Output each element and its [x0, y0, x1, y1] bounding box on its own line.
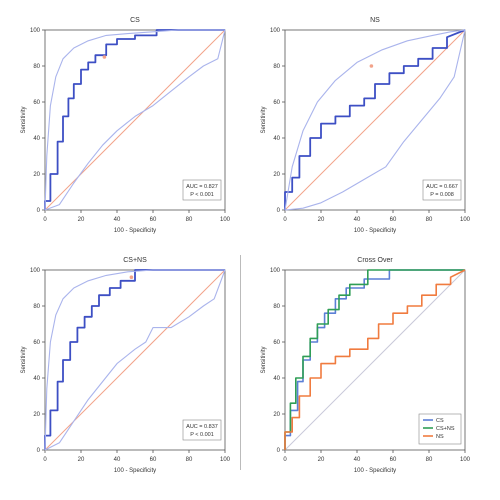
ci-upper-curve: [44, 269, 225, 451]
ci-upper-curve: [44, 29, 225, 211]
chart-panel-4: 0 20 40 60 80 100 0 20 40 60 80 100 Cross Over 100 - …: [261, 257, 471, 474]
x-tick-label: 0: [43, 457, 47, 463]
y-tick-label: 80: [33, 64, 40, 70]
y-tick-label: 80: [273, 64, 280, 70]
plot-frame: [284, 29, 466, 211]
x-tick-label: 60: [390, 217, 397, 223]
x-tick-label: 20: [78, 217, 85, 223]
ci-lower-curve: [284, 29, 466, 211]
x-tick-label: 60: [150, 457, 157, 463]
y-tick-label: 100: [30, 268, 41, 274]
legend-label: CS: [436, 418, 444, 424]
x-tick-label: 80: [426, 217, 433, 223]
annotation-text: P < 0.001: [190, 192, 214, 198]
x-axis-label: 100 - Specificity: [354, 468, 396, 474]
y-tick-label: 20: [33, 172, 40, 178]
optimal-cutoff-point: [369, 64, 374, 68]
optimal-cutoff-point: [129, 275, 134, 280]
ci-lower-curve: [44, 269, 226, 451]
legend-label: CS+NS: [436, 426, 455, 432]
ci-upper-curve: [284, 29, 466, 211]
x-axis-label: 100 - Specificity: [114, 468, 156, 474]
x-tick-label: 40: [354, 217, 361, 223]
x-tick-label: 0: [43, 217, 47, 223]
x-tick-label: 100: [220, 217, 231, 223]
y-tick-label: 0: [37, 208, 41, 214]
y-tick-label: 60: [273, 100, 280, 106]
series-line-cs-ns: [284, 269, 465, 450]
chart-panel-1: 0 20 40 60 80 100 0 20 40 60 80 100 CS 100 - Specific…: [21, 17, 231, 234]
x-tick-label: 60: [390, 457, 397, 463]
x-tick-label: 20: [318, 217, 325, 223]
annotation-text: P = 0.008: [430, 192, 454, 198]
ci-lower-curve: [44, 29, 226, 211]
y-tick-label: 80: [33, 304, 40, 310]
annotation-box: [422, 179, 462, 201]
x-axis-label: 100 - Specificity: [114, 228, 156, 234]
annotation-text: AUC = 0.827: [186, 184, 218, 190]
x-tick-label: 100: [460, 457, 471, 463]
y-tick-label: 0: [37, 448, 41, 454]
y-axis-label: Sensitivity: [261, 346, 267, 373]
reference-diagonal: [44, 29, 226, 211]
chart-title: CS: [130, 17, 140, 24]
chart-panel-2: 0 20 40 60 80 100 0 20 40 60 80 100 NS 100 - Specific…: [261, 17, 471, 234]
x-tick-label: 40: [354, 457, 361, 463]
y-tick-label: 0: [277, 448, 281, 454]
chart-title: NS: [370, 17, 380, 24]
reference-diagonal: [284, 269, 466, 451]
optimal-cutoff-point: [102, 55, 107, 59]
annotation-box: [182, 179, 222, 201]
y-tick-label: 100: [270, 28, 281, 34]
y-axis-label: Sensitivity: [21, 106, 27, 133]
x-tick-label: 100: [460, 217, 471, 223]
series-line-ns: [284, 269, 466, 450]
y-tick-label: 80: [273, 304, 280, 310]
legend-label: NS: [436, 434, 444, 440]
y-axis-label: Sensitivity: [261, 106, 267, 133]
y-tick-label: 40: [273, 376, 280, 382]
x-tick-label: 40: [114, 457, 121, 463]
roc-curve: [44, 269, 225, 450]
legend-box: [418, 413, 462, 445]
y-tick-label: 100: [270, 268, 281, 274]
x-tick-label: 0: [283, 457, 287, 463]
x-tick-label: 80: [186, 457, 193, 463]
x-tick-label: 80: [186, 217, 193, 223]
x-tick-label: 40: [114, 217, 121, 223]
annotation-text: AUC = 0.667: [426, 184, 458, 190]
y-tick-label: 40: [273, 136, 280, 142]
y-axis-label: Sensitivity: [21, 346, 27, 373]
annotation-text: AUC = 0.837: [186, 424, 218, 430]
annotation-box: [182, 419, 222, 441]
chart-title: CS+NS: [123, 257, 147, 264]
chart-panel-3: 0 20 40 60 80 100 0 20 40 60 80 100 CS+NS 100 - Speci…: [21, 257, 231, 474]
x-tick-label: 100: [220, 457, 231, 463]
panel-divider: [240, 255, 241, 470]
y-tick-label: 60: [273, 340, 280, 346]
y-tick-label: 0: [277, 208, 281, 214]
annotation-text: P < 0.001: [190, 432, 214, 438]
y-tick-label: 40: [33, 136, 40, 142]
y-tick-label: 20: [273, 172, 280, 178]
y-tick-label: 60: [33, 340, 40, 346]
roc-curve: [284, 29, 466, 210]
plot-frame: [44, 29, 226, 211]
chart-title: Cross Over: [357, 257, 393, 264]
y-tick-label: 20: [273, 412, 280, 418]
x-tick-label: 20: [318, 457, 325, 463]
x-axis-label: 100 - Specificity: [354, 228, 396, 234]
x-tick-label: 60: [150, 217, 157, 223]
y-tick-label: 20: [33, 412, 40, 418]
reference-diagonal: [284, 29, 466, 211]
x-tick-label: 80: [426, 457, 433, 463]
roc-curve: [44, 29, 225, 210]
x-tick-label: 20: [78, 457, 85, 463]
x-tick-label: 0: [283, 217, 287, 223]
y-tick-label: 100: [30, 28, 41, 34]
y-tick-label: 40: [33, 376, 40, 382]
y-tick-label: 60: [33, 100, 40, 106]
